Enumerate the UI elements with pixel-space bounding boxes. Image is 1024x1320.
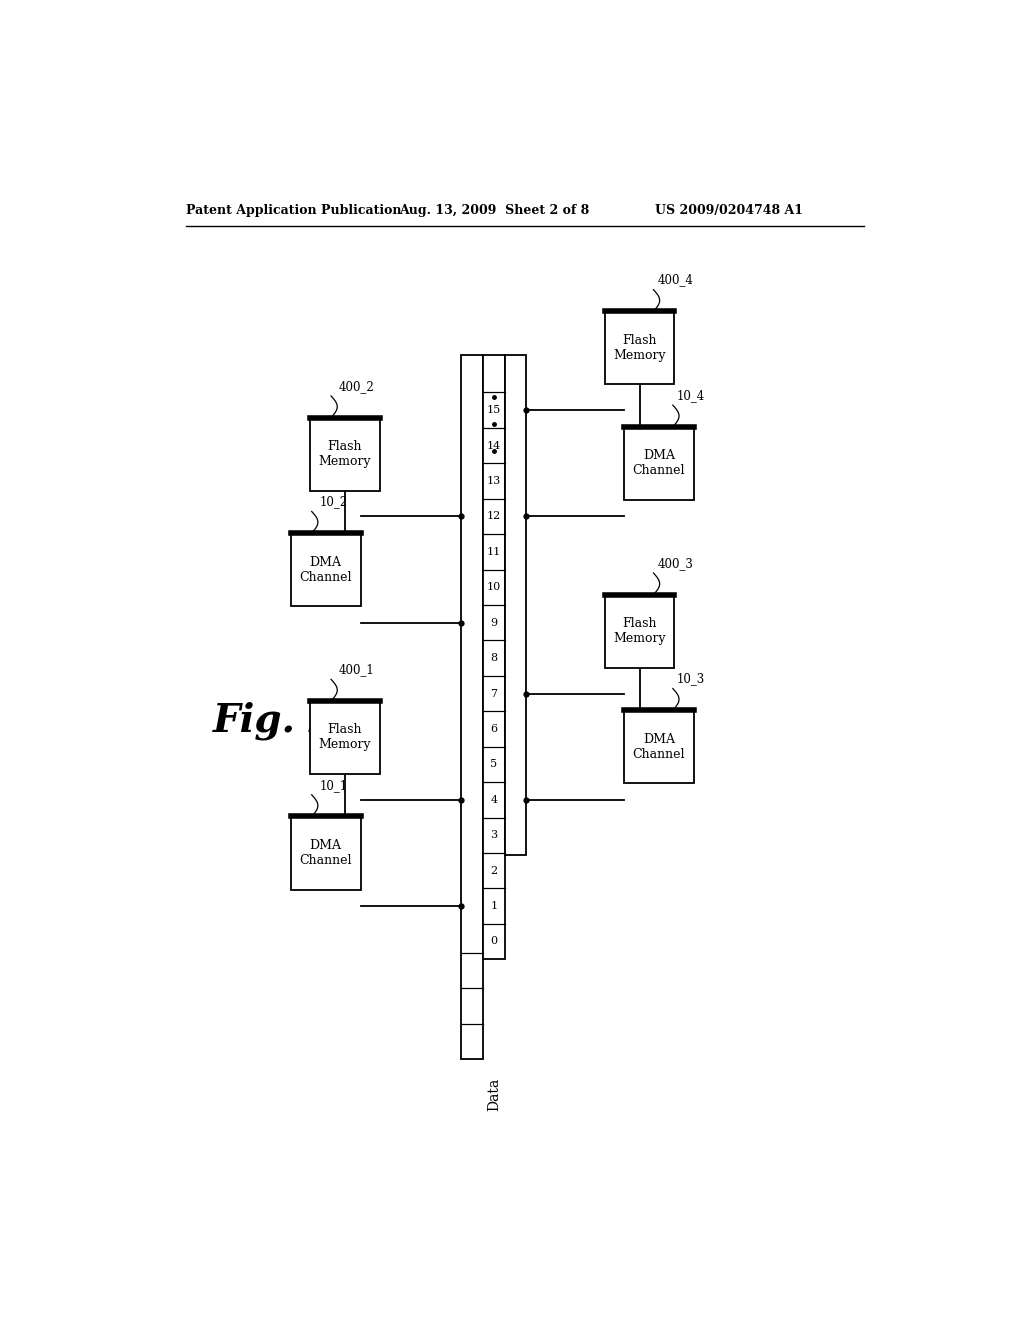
Text: 10_3: 10_3 — [677, 672, 705, 685]
Text: 3: 3 — [490, 830, 498, 841]
Text: 4: 4 — [490, 795, 498, 805]
Text: 0: 0 — [490, 936, 498, 946]
Text: 400_2: 400_2 — [339, 380, 375, 393]
Text: Fig. 2: Fig. 2 — [213, 701, 337, 739]
Bar — [505, 355, 526, 855]
Bar — [483, 355, 505, 960]
Text: 1: 1 — [490, 902, 498, 911]
Text: Flash
Memory: Flash Memory — [613, 618, 666, 645]
Text: US 2009/0204748 A1: US 2009/0204748 A1 — [655, 205, 803, 218]
Text: Patent Application Publication: Patent Application Publication — [186, 205, 401, 218]
Text: 15: 15 — [486, 405, 501, 416]
Text: 10_1: 10_1 — [319, 779, 347, 792]
Text: 14: 14 — [486, 441, 501, 450]
Text: 11: 11 — [486, 546, 501, 557]
Text: 12: 12 — [486, 511, 501, 521]
Text: DMA
Channel: DMA Channel — [299, 556, 352, 583]
Bar — [604, 312, 675, 384]
Bar — [624, 710, 693, 783]
Text: 8: 8 — [490, 653, 498, 663]
Bar — [310, 701, 380, 774]
Text: 10: 10 — [486, 582, 501, 593]
Text: Flash
Memory: Flash Memory — [318, 440, 372, 469]
Text: DMA
Channel: DMA Channel — [299, 840, 352, 867]
Text: 7: 7 — [490, 689, 498, 698]
Text: 10_4: 10_4 — [677, 389, 705, 403]
Text: 10_2: 10_2 — [319, 495, 347, 508]
Text: 400_3: 400_3 — [657, 557, 693, 570]
Text: 400_4: 400_4 — [657, 273, 693, 286]
Text: Flash
Memory: Flash Memory — [318, 723, 372, 751]
Text: 6: 6 — [490, 723, 498, 734]
Bar — [310, 417, 380, 491]
Text: 2: 2 — [490, 866, 498, 875]
Bar — [291, 816, 360, 890]
Text: Flash
Memory: Flash Memory — [613, 334, 666, 362]
Bar — [461, 355, 483, 1059]
Bar — [624, 426, 693, 500]
Text: Aug. 13, 2009  Sheet 2 of 8: Aug. 13, 2009 Sheet 2 of 8 — [399, 205, 590, 218]
Bar — [604, 594, 675, 668]
Text: 13: 13 — [486, 477, 501, 486]
Bar — [291, 533, 360, 606]
Text: Data: Data — [486, 1077, 501, 1110]
Text: 5: 5 — [490, 759, 498, 770]
Text: 400_1: 400_1 — [339, 663, 375, 676]
Text: DMA
Channel: DMA Channel — [633, 733, 685, 760]
Text: 9: 9 — [490, 618, 498, 628]
Text: DMA
Channel: DMA Channel — [633, 449, 685, 478]
